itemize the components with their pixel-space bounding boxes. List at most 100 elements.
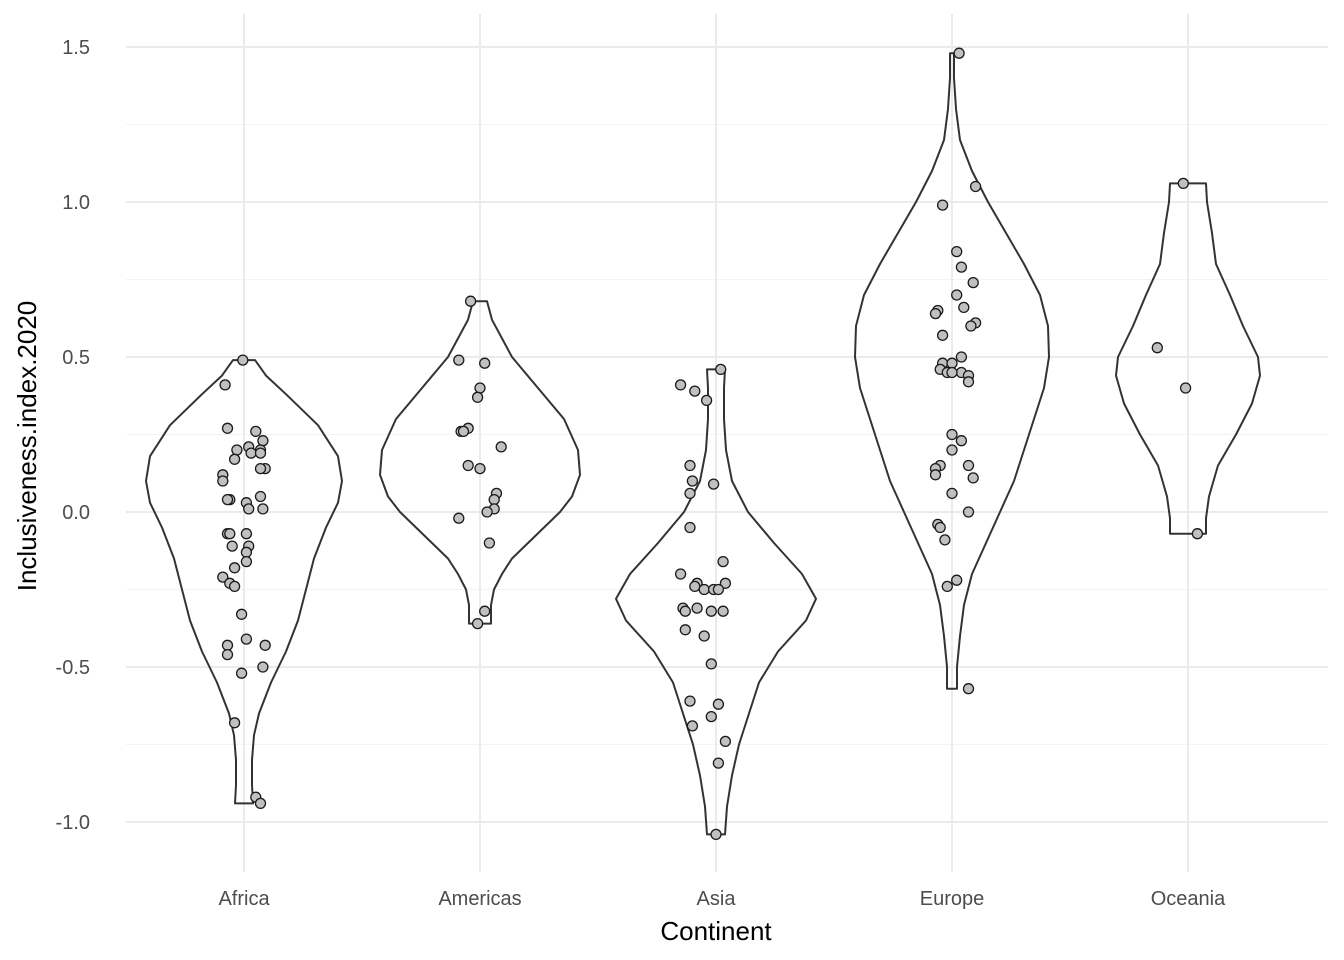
- data-point: [684, 487, 696, 500]
- data-point: [257, 435, 269, 447]
- data-point: [243, 503, 255, 515]
- data-point: [698, 583, 710, 596]
- data-point: [953, 47, 965, 59]
- data-point: [217, 571, 229, 583]
- data-point: [946, 366, 958, 379]
- data-point: [488, 493, 500, 506]
- data-point: [951, 289, 963, 301]
- data-point: [240, 633, 253, 645]
- data-point: [684, 521, 696, 534]
- data-point: [221, 493, 234, 506]
- data-point: [471, 391, 484, 403]
- data-point: [228, 717, 241, 729]
- data-point: [254, 462, 267, 475]
- y-tick-label: -0.5: [56, 657, 90, 679]
- data-point: [217, 475, 229, 487]
- data-point: [237, 354, 249, 366]
- data-point: [689, 580, 701, 593]
- data-point: [464, 295, 477, 307]
- data-point: [674, 379, 687, 391]
- data-point: [1177, 177, 1189, 190]
- grid-lines: [126, 14, 1328, 872]
- x-axis-ticks: Africa Americas Asia Europe Oceania: [218, 888, 1226, 910]
- data-point: [224, 528, 236, 540]
- data-points: [217, 47, 1204, 841]
- data-point: [228, 580, 241, 593]
- data-point: [257, 661, 269, 673]
- x-tick-label: Americas: [438, 888, 521, 910]
- data-point: [228, 453, 241, 465]
- data-point: [686, 720, 699, 732]
- data-point: [221, 648, 234, 661]
- data-point: [1179, 382, 1192, 394]
- data-point: [967, 472, 979, 484]
- data-point: [479, 605, 491, 617]
- data-point: [955, 261, 968, 273]
- data-point: [250, 425, 262, 438]
- data-point: [946, 357, 958, 369]
- data-point: [936, 329, 949, 341]
- y-tick-label: 1.0: [62, 192, 90, 214]
- data-point: [962, 683, 975, 695]
- data-point: [705, 658, 717, 670]
- data-point: [453, 354, 465, 366]
- data-point: [453, 512, 465, 524]
- data-point: [705, 605, 717, 617]
- data-point: [719, 577, 732, 589]
- data-point: [700, 394, 713, 407]
- data-point: [240, 528, 253, 540]
- data-point: [962, 459, 975, 472]
- data-point: [962, 506, 975, 518]
- y-axis-title: Inclusiveness.index.2020: [12, 301, 42, 592]
- data-point: [962, 376, 975, 388]
- data-point: [235, 667, 248, 679]
- data-point: [936, 199, 949, 211]
- data-point: [698, 630, 710, 642]
- data-point: [457, 425, 470, 438]
- data-point: [235, 608, 248, 620]
- violin-europe: [854, 52, 1050, 690]
- data-point: [946, 428, 958, 441]
- data-point: [689, 385, 701, 397]
- x-tick-label: Europe: [920, 888, 985, 910]
- data-point: [245, 447, 257, 459]
- data-point: [221, 639, 234, 651]
- data-point: [254, 797, 267, 810]
- y-tick-label: 0.5: [62, 347, 90, 369]
- data-point: [228, 562, 241, 574]
- y-axis-ticks: -1.0 -0.5 0.0 0.5 1.0 1.5: [56, 37, 90, 834]
- data-point: [705, 710, 717, 723]
- data-point: [969, 180, 982, 193]
- data-point: [495, 441, 507, 453]
- data-point: [710, 828, 722, 841]
- data-point: [707, 478, 720, 490]
- data-point: [929, 469, 942, 481]
- data-point: [946, 487, 958, 500]
- data-point: [958, 301, 970, 314]
- data-point: [679, 624, 691, 636]
- data-point: [474, 462, 486, 475]
- data-point: [955, 435, 968, 447]
- data-point: [481, 506, 493, 518]
- data-point: [221, 422, 234, 434]
- violin-africa: [145, 359, 343, 805]
- data-point: [712, 757, 725, 769]
- data-point: [955, 351, 968, 363]
- x-axis-title: Continent: [660, 916, 772, 946]
- data-point: [941, 580, 953, 593]
- data-point: [483, 537, 496, 549]
- data-point: [471, 617, 484, 630]
- data-point: [967, 276, 979, 289]
- data-point: [254, 447, 267, 459]
- data-point: [717, 555, 729, 568]
- data-point: [717, 605, 729, 617]
- data-point: [715, 363, 727, 376]
- data-point: [474, 382, 486, 394]
- data-point: [257, 503, 269, 515]
- x-tick-label: Asia: [697, 888, 737, 910]
- data-point: [684, 695, 696, 707]
- data-point: [1151, 342, 1163, 354]
- data-point: [691, 602, 703, 614]
- data-point: [219, 379, 231, 391]
- data-point: [686, 475, 699, 487]
